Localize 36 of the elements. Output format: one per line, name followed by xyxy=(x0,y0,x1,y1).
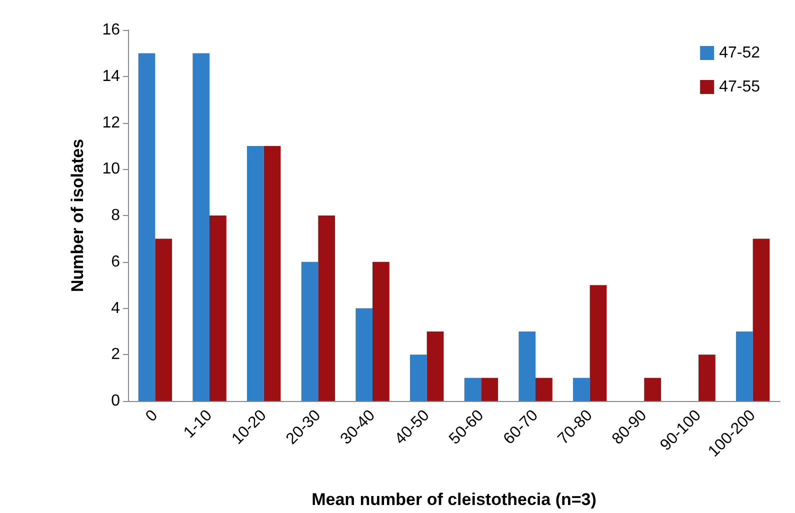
y-tick-label: 10 xyxy=(102,160,120,178)
bar xyxy=(301,262,318,401)
bar xyxy=(736,331,753,401)
bar xyxy=(698,354,716,401)
bar xyxy=(481,378,498,401)
bar xyxy=(572,378,590,401)
bar xyxy=(318,216,336,401)
bar xyxy=(536,378,552,401)
y-axis-title: Number of isolates xyxy=(68,138,87,292)
x-tick-label: 0 xyxy=(142,406,162,426)
bar xyxy=(210,216,226,401)
bar xyxy=(372,262,390,401)
y-tick-label: 0 xyxy=(111,392,120,410)
bar xyxy=(155,238,172,401)
bar xyxy=(518,331,536,401)
bar xyxy=(410,354,427,401)
y-tick-label: 2 xyxy=(111,346,120,364)
bar xyxy=(356,308,372,401)
bar xyxy=(264,146,281,401)
bar xyxy=(192,53,210,401)
bar xyxy=(752,238,770,401)
y-tick-label: 8 xyxy=(111,207,120,224)
bar xyxy=(246,146,264,401)
y-tick-label: 4 xyxy=(111,300,120,317)
bar xyxy=(644,378,662,401)
y-tick-label: 6 xyxy=(111,253,120,270)
bar xyxy=(590,285,607,401)
bar xyxy=(426,331,444,401)
y-tick-label: 16 xyxy=(102,22,120,38)
legend-label: 47-52 xyxy=(719,44,760,62)
legend-label: 47-55 xyxy=(719,78,760,96)
bar xyxy=(138,53,156,401)
y-tick-label: 14 xyxy=(102,68,120,85)
bar xyxy=(464,378,482,401)
x-axis-title: Mean number of cleistothecia (n=3) xyxy=(312,490,596,509)
y-tick-label: 12 xyxy=(102,114,120,132)
